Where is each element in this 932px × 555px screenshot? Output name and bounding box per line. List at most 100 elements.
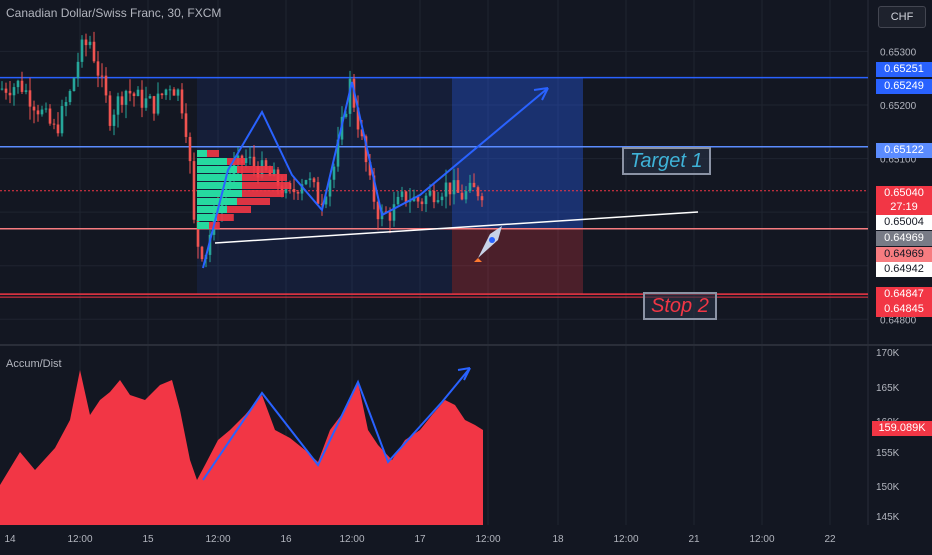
candle-body [444, 182, 448, 197]
candle-body [308, 178, 312, 181]
volume-profile-bar [237, 166, 273, 173]
candle-body [392, 204, 396, 221]
candle-body [20, 80, 24, 92]
price-tick: 0.64800 [880, 315, 917, 326]
candle-body [112, 114, 116, 126]
candle-body [472, 182, 476, 188]
candle-body [364, 136, 368, 163]
candle-body [400, 191, 404, 197]
candle-body [396, 196, 400, 205]
candle-body [188, 136, 192, 162]
candle-body [404, 191, 408, 202]
time-label: 22 [824, 534, 836, 545]
candle-body [184, 113, 188, 137]
candle-body [0, 88, 4, 90]
candle-body [368, 162, 372, 176]
candle-body [300, 184, 304, 194]
volume-profile-bar [242, 190, 284, 197]
candle-body [200, 246, 204, 260]
price-tag: 0.64969 [876, 231, 932, 246]
candle-body [344, 113, 348, 117]
price-tag: 0.64847 [876, 287, 932, 302]
candle-body [280, 185, 284, 194]
candle-body [84, 39, 88, 46]
candle-body [36, 110, 40, 115]
price-tick: 0.65300 [880, 47, 917, 58]
candle-body [156, 93, 160, 114]
candle-body [88, 41, 92, 46]
volume-profile-bar [197, 190, 242, 197]
candle-body [456, 180, 460, 193]
time-label: 15 [142, 534, 154, 545]
indicator-tick: 165K [876, 383, 900, 394]
currency-button[interactable]: CHF [878, 6, 926, 28]
price-tag: 0.64845 [876, 302, 932, 317]
candle-body [180, 89, 184, 114]
time-label: 12:00 [749, 534, 774, 545]
volume-profile-bar [197, 166, 237, 173]
target-label[interactable]: Target 1 [622, 147, 711, 175]
candle-body [356, 107, 360, 130]
accum-dist-area [0, 370, 483, 525]
candle-body [408, 201, 412, 203]
candle-body [252, 156, 256, 167]
candle-body [388, 212, 392, 221]
candle-body [416, 196, 420, 202]
time-label: 12:00 [67, 534, 92, 545]
candle-body [56, 124, 60, 134]
candle-body [92, 41, 96, 62]
volume-profile-bar [197, 206, 227, 213]
candle-body [208, 234, 212, 255]
price-tag: 0.65122 [876, 143, 932, 158]
rocket-window [489, 237, 495, 243]
candle-body [264, 160, 268, 170]
candle-body [292, 188, 296, 193]
price-tag: 0.65004 [876, 215, 932, 230]
candle-body [44, 108, 48, 110]
candle-body [448, 182, 452, 195]
rocket-flame [474, 258, 482, 262]
candle-body [304, 180, 308, 185]
candle-body [272, 169, 276, 176]
candle-body [336, 139, 340, 167]
stop-label[interactable]: Stop 2 [643, 292, 717, 320]
candle-body [160, 93, 164, 96]
price-tag: 27:19 [876, 200, 932, 215]
candle-body [332, 166, 336, 180]
ad-zigzag-drawing [202, 367, 471, 481]
target-zone [452, 77, 583, 229]
candle-body [80, 39, 84, 62]
candle-body [324, 196, 328, 205]
stop-zone [452, 228, 583, 295]
candle-body [76, 61, 80, 79]
candle-body [460, 192, 464, 200]
candle-body [136, 89, 140, 97]
candle-body [132, 93, 136, 97]
candle-body [52, 123, 56, 125]
indicator-label: Accum/Dist [6, 358, 62, 370]
time-label: 14 [4, 534, 16, 545]
price-tick: 0.65100 [880, 155, 917, 166]
price-tick: 0.65200 [880, 101, 917, 112]
candle-body [48, 108, 52, 124]
time-label: 12:00 [475, 534, 500, 545]
price-tag: 0.64969 [876, 247, 932, 262]
candle-body [328, 179, 332, 197]
price-tag: 0.64942 [876, 262, 932, 277]
trendline-white [214, 211, 699, 244]
indicator-tick: 155K [876, 448, 900, 459]
volume-profile-bar [217, 214, 234, 221]
volume-profile-bar [197, 198, 237, 205]
candle-body [164, 89, 168, 96]
candle-body [108, 95, 112, 126]
candle-body [376, 201, 380, 220]
volume-profile-bar [227, 206, 251, 213]
volume-profile-bar [207, 150, 219, 157]
candle-body [144, 98, 148, 108]
volume-profile-bar [242, 174, 287, 181]
candle-body [196, 219, 200, 247]
time-label: 16 [280, 534, 292, 545]
candle-body [128, 90, 132, 94]
